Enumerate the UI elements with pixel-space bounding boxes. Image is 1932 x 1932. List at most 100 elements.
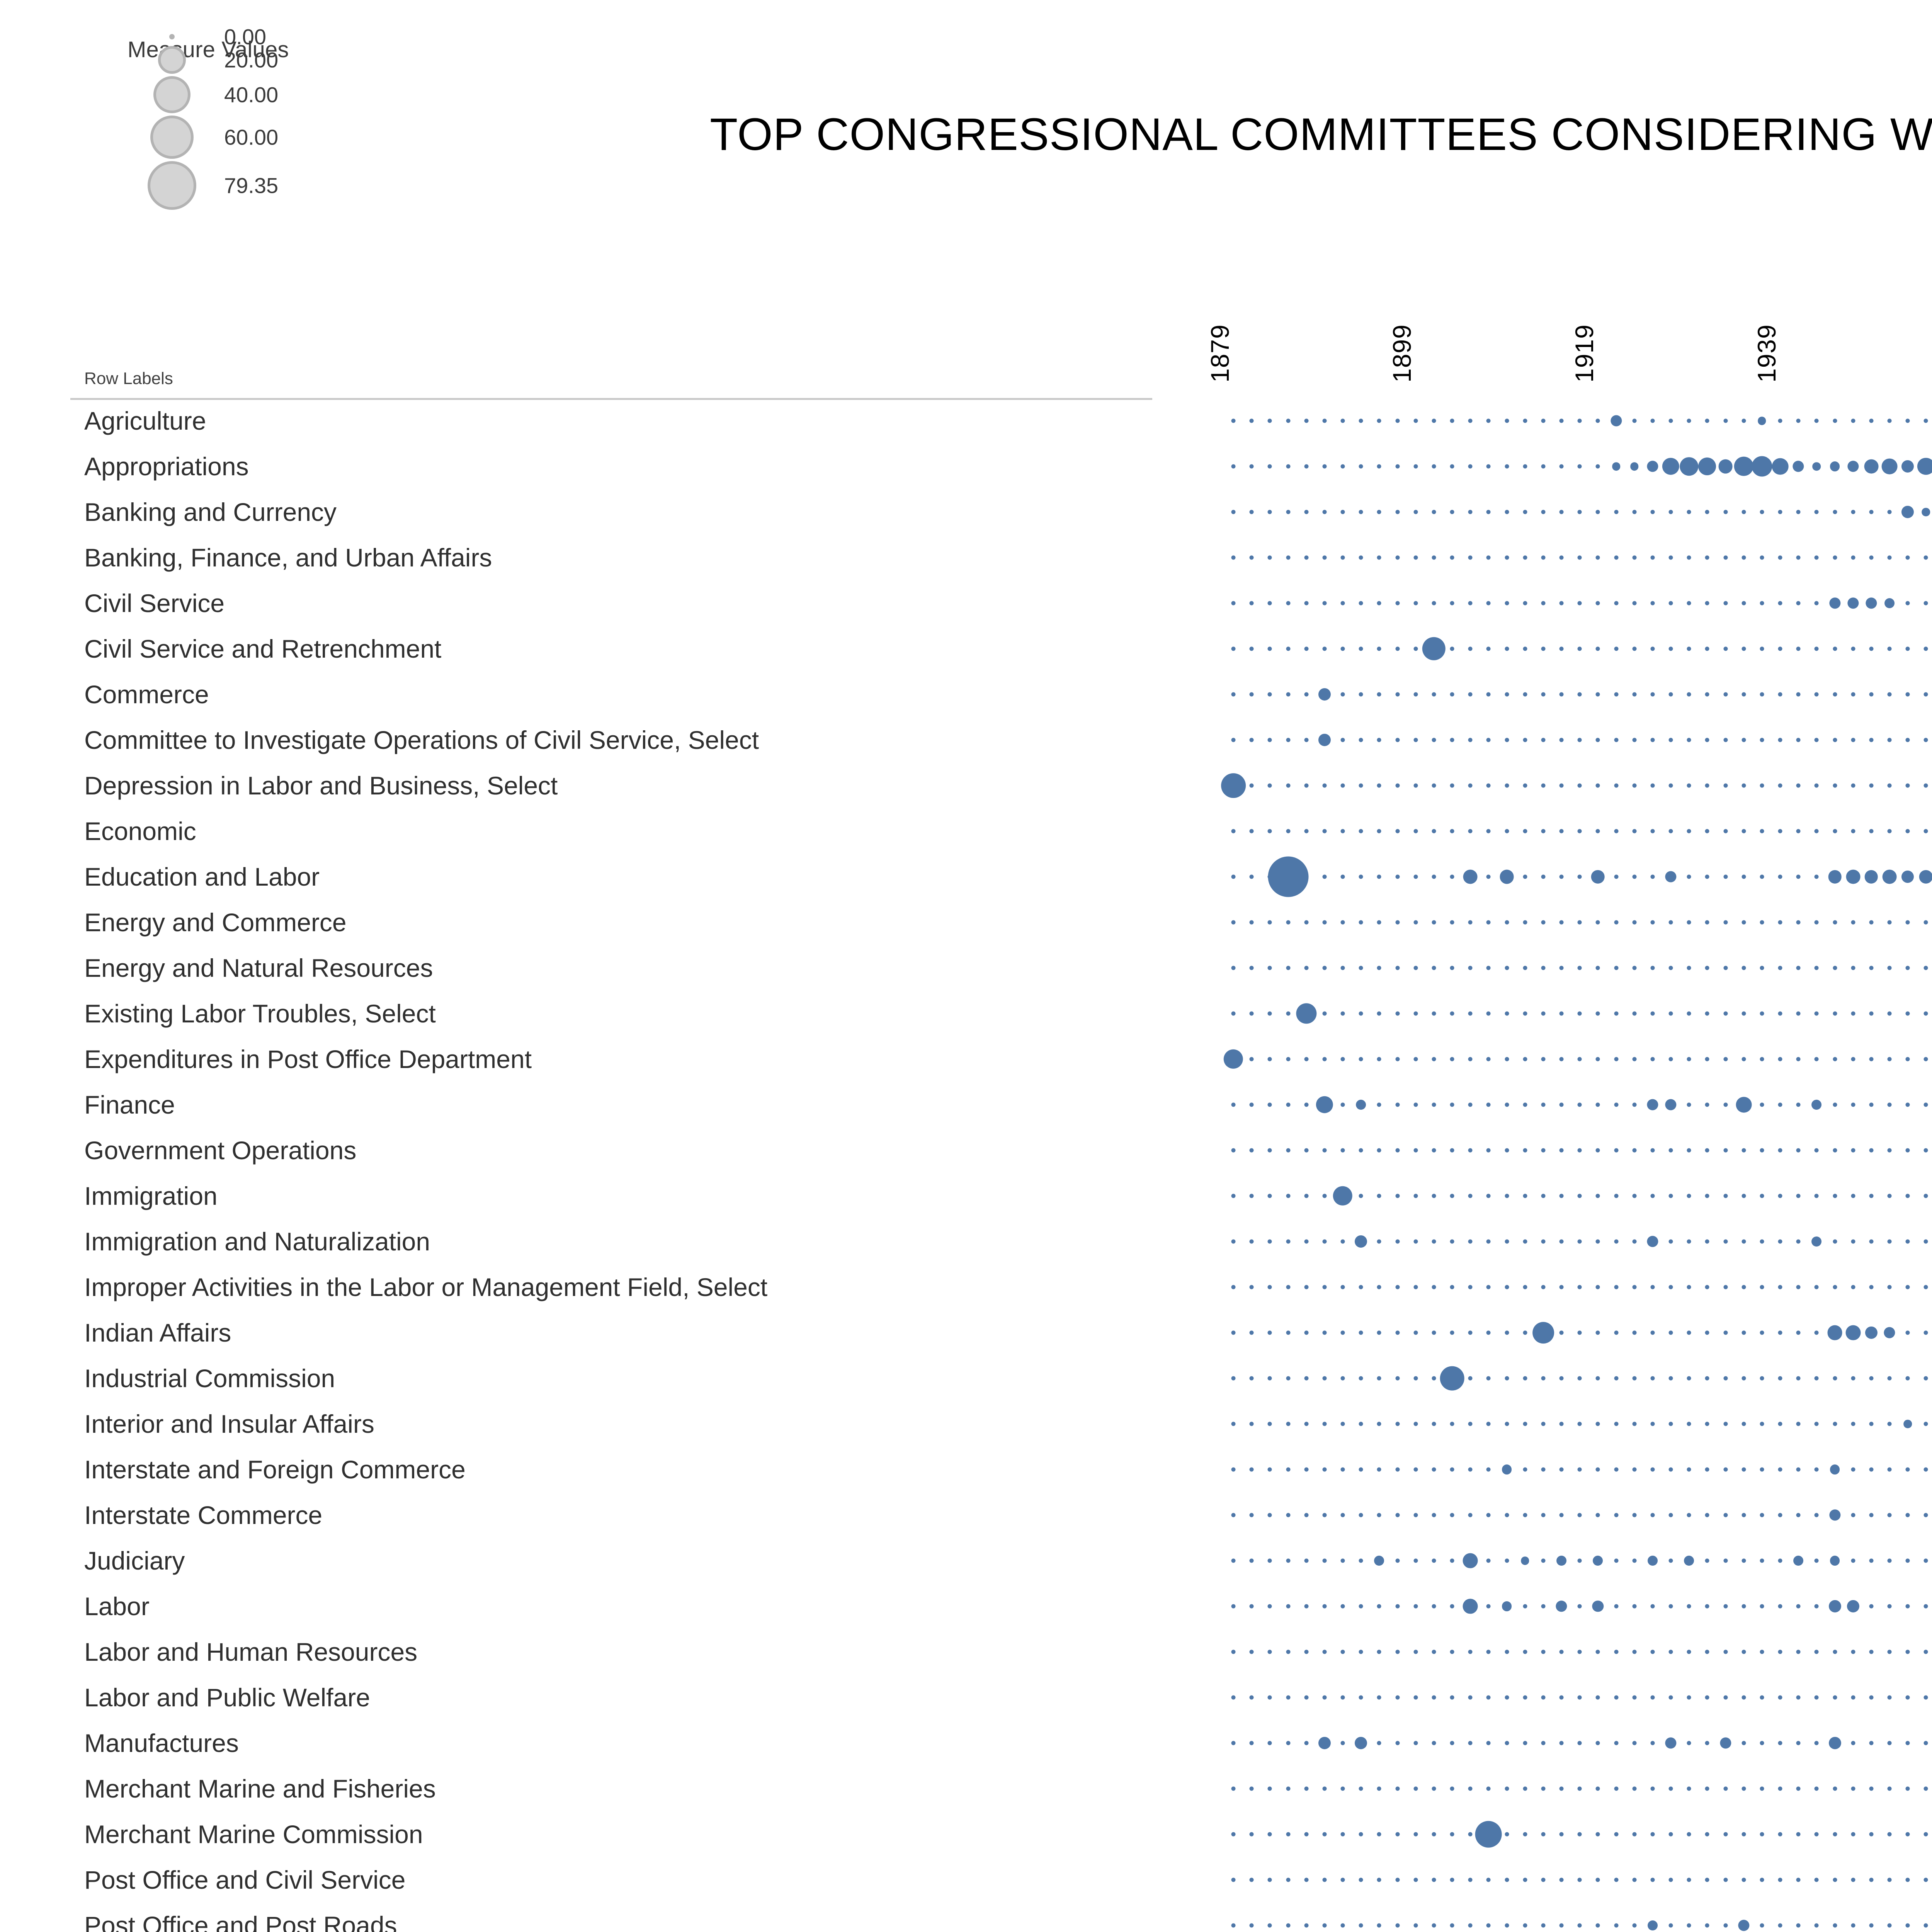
bubble-marker[interactable]: [1796, 1695, 1801, 1700]
bubble-marker[interactable]: [1340, 1878, 1345, 1882]
bubble-marker[interactable]: [1432, 555, 1436, 560]
bubble-marker[interactable]: [1286, 966, 1290, 970]
bubble-marker[interactable]: [1828, 870, 1842, 884]
bubble-marker[interactable]: [1577, 1102, 1582, 1107]
bubble-row-track[interactable]: [1163, 1173, 1932, 1219]
bubble-marker[interactable]: [1887, 510, 1892, 514]
bubble-marker[interactable]: [1577, 510, 1582, 514]
bubble-marker[interactable]: [1340, 1650, 1345, 1654]
bubble-marker[interactable]: [1705, 510, 1709, 514]
bubble-marker[interactable]: [1668, 1695, 1673, 1700]
bubble-marker[interactable]: [1869, 920, 1874, 925]
bubble-marker[interactable]: [1668, 1148, 1673, 1153]
bubble-marker[interactable]: [1468, 1513, 1473, 1517]
bubble-marker[interactable]: [1468, 966, 1473, 970]
table-row[interactable]: Finance: [70, 1082, 1932, 1128]
bubble-marker[interactable]: [1395, 510, 1400, 514]
bubble-marker[interactable]: [1650, 1650, 1655, 1654]
bubble-marker[interactable]: [1559, 1513, 1564, 1517]
bubble-marker[interactable]: [1687, 1832, 1691, 1837]
bubble-marker[interactable]: [1577, 418, 1582, 423]
bubble-marker[interactable]: [1432, 874, 1436, 879]
table-row[interactable]: Interstate Commerce: [70, 1492, 1932, 1538]
bubble-marker[interactable]: [1778, 1878, 1782, 1882]
bubble-marker[interactable]: [1668, 555, 1673, 560]
bubble-marker[interactable]: [1322, 1148, 1327, 1153]
bubble-marker[interactable]: [1296, 1003, 1317, 1024]
bubble-marker[interactable]: [1687, 1194, 1691, 1198]
bubble-marker[interactable]: [1450, 1741, 1454, 1745]
bubble-marker[interactable]: [1778, 1513, 1782, 1517]
table-row[interactable]: Energy and Natural Resources: [70, 945, 1932, 991]
bubble-marker[interactable]: [1523, 1695, 1527, 1700]
bubble-marker[interactable]: [1668, 1878, 1673, 1882]
bubble-marker[interactable]: [1304, 1786, 1309, 1791]
bubble-marker[interactable]: [1340, 1786, 1345, 1791]
bubble-marker[interactable]: [1632, 874, 1637, 879]
bubble-marker[interactable]: [1432, 1878, 1436, 1882]
bubble-marker[interactable]: [1882, 869, 1897, 884]
bubble-marker[interactable]: [1869, 738, 1874, 742]
bubble-marker[interactable]: [1377, 1239, 1381, 1244]
bubble-row-track[interactable]: [1163, 1903, 1932, 1932]
bubble-marker[interactable]: [1340, 1285, 1345, 1289]
bubble-marker[interactable]: [1359, 738, 1363, 742]
bubble-marker[interactable]: [1705, 1604, 1709, 1609]
bubble-marker[interactable]: [1322, 1513, 1327, 1517]
bubble-marker[interactable]: [1523, 1467, 1527, 1472]
bubble-marker[interactable]: [1742, 601, 1746, 605]
bubble-marker[interactable]: [1486, 1695, 1491, 1700]
bubble-marker[interactable]: [1231, 874, 1236, 879]
bubble-marker[interactable]: [1760, 646, 1764, 651]
bubble-marker[interactable]: [1668, 601, 1673, 605]
bubble-marker[interactable]: [1450, 829, 1454, 833]
bubble-marker[interactable]: [1705, 829, 1709, 833]
bubble-row-track[interactable]: [1163, 1766, 1932, 1811]
bubble-marker[interactable]: [1286, 1695, 1290, 1700]
bubble-marker[interactable]: [1304, 1604, 1309, 1609]
bubble-marker[interactable]: [1432, 1011, 1436, 1016]
bubble-marker[interactable]: [1359, 1011, 1363, 1016]
bubble-marker[interactable]: [1340, 1330, 1345, 1335]
bubble-marker[interactable]: [1650, 1878, 1655, 1882]
bubble-marker[interactable]: [1249, 1513, 1254, 1517]
bubble-marker[interactable]: [1541, 1467, 1546, 1472]
bubble-marker[interactable]: [1734, 456, 1753, 476]
bubble-marker[interactable]: [1432, 1057, 1436, 1061]
bubble-marker[interactable]: [1881, 458, 1898, 474]
bubble-marker[interactable]: [1723, 1057, 1728, 1061]
bubble-marker[interactable]: [1468, 418, 1473, 423]
bubble-marker[interactable]: [1760, 1604, 1764, 1609]
bubble-marker[interactable]: [1304, 1878, 1309, 1882]
bubble-marker[interactable]: [1450, 874, 1454, 879]
bubble-marker[interactable]: [1796, 1330, 1801, 1335]
bubble-marker[interactable]: [1450, 1011, 1454, 1016]
bubble-marker[interactable]: [1486, 510, 1491, 514]
bubble-marker[interactable]: [1923, 418, 1928, 423]
bubble-marker[interactable]: [1340, 738, 1345, 742]
bubble-marker[interactable]: [1778, 966, 1782, 970]
bubble-marker[interactable]: [1340, 418, 1345, 423]
bubble-marker[interactable]: [1595, 1878, 1600, 1882]
bubble-marker[interactable]: [1377, 1057, 1381, 1061]
bubble-marker[interactable]: [1505, 1239, 1509, 1244]
bubble-marker[interactable]: [1322, 1923, 1327, 1928]
bubble-marker[interactable]: [1359, 1923, 1363, 1928]
bubble-marker[interactable]: [1887, 555, 1892, 560]
bubble-marker[interactable]: [1359, 1467, 1363, 1472]
bubble-marker[interactable]: [1650, 1376, 1655, 1381]
bubble-marker[interactable]: [1632, 1558, 1637, 1563]
bubble-marker[interactable]: [1286, 1148, 1290, 1153]
bubble-marker[interactable]: [1267, 1057, 1272, 1061]
bubble-row-track[interactable]: [1163, 717, 1932, 763]
bubble-marker[interactable]: [1304, 874, 1309, 879]
bubble-marker[interactable]: [1705, 738, 1709, 742]
bubble-marker[interactable]: [1377, 1604, 1381, 1609]
bubble-marker[interactable]: [1304, 1695, 1309, 1700]
bubble-marker[interactable]: [1814, 874, 1819, 879]
bubble-marker[interactable]: [1650, 555, 1655, 560]
bubble-marker[interactable]: [1359, 1148, 1363, 1153]
bubble-marker[interactable]: [1851, 829, 1855, 833]
bubble-marker[interactable]: [1869, 1604, 1874, 1609]
bubble-marker[interactable]: [1286, 1786, 1290, 1791]
